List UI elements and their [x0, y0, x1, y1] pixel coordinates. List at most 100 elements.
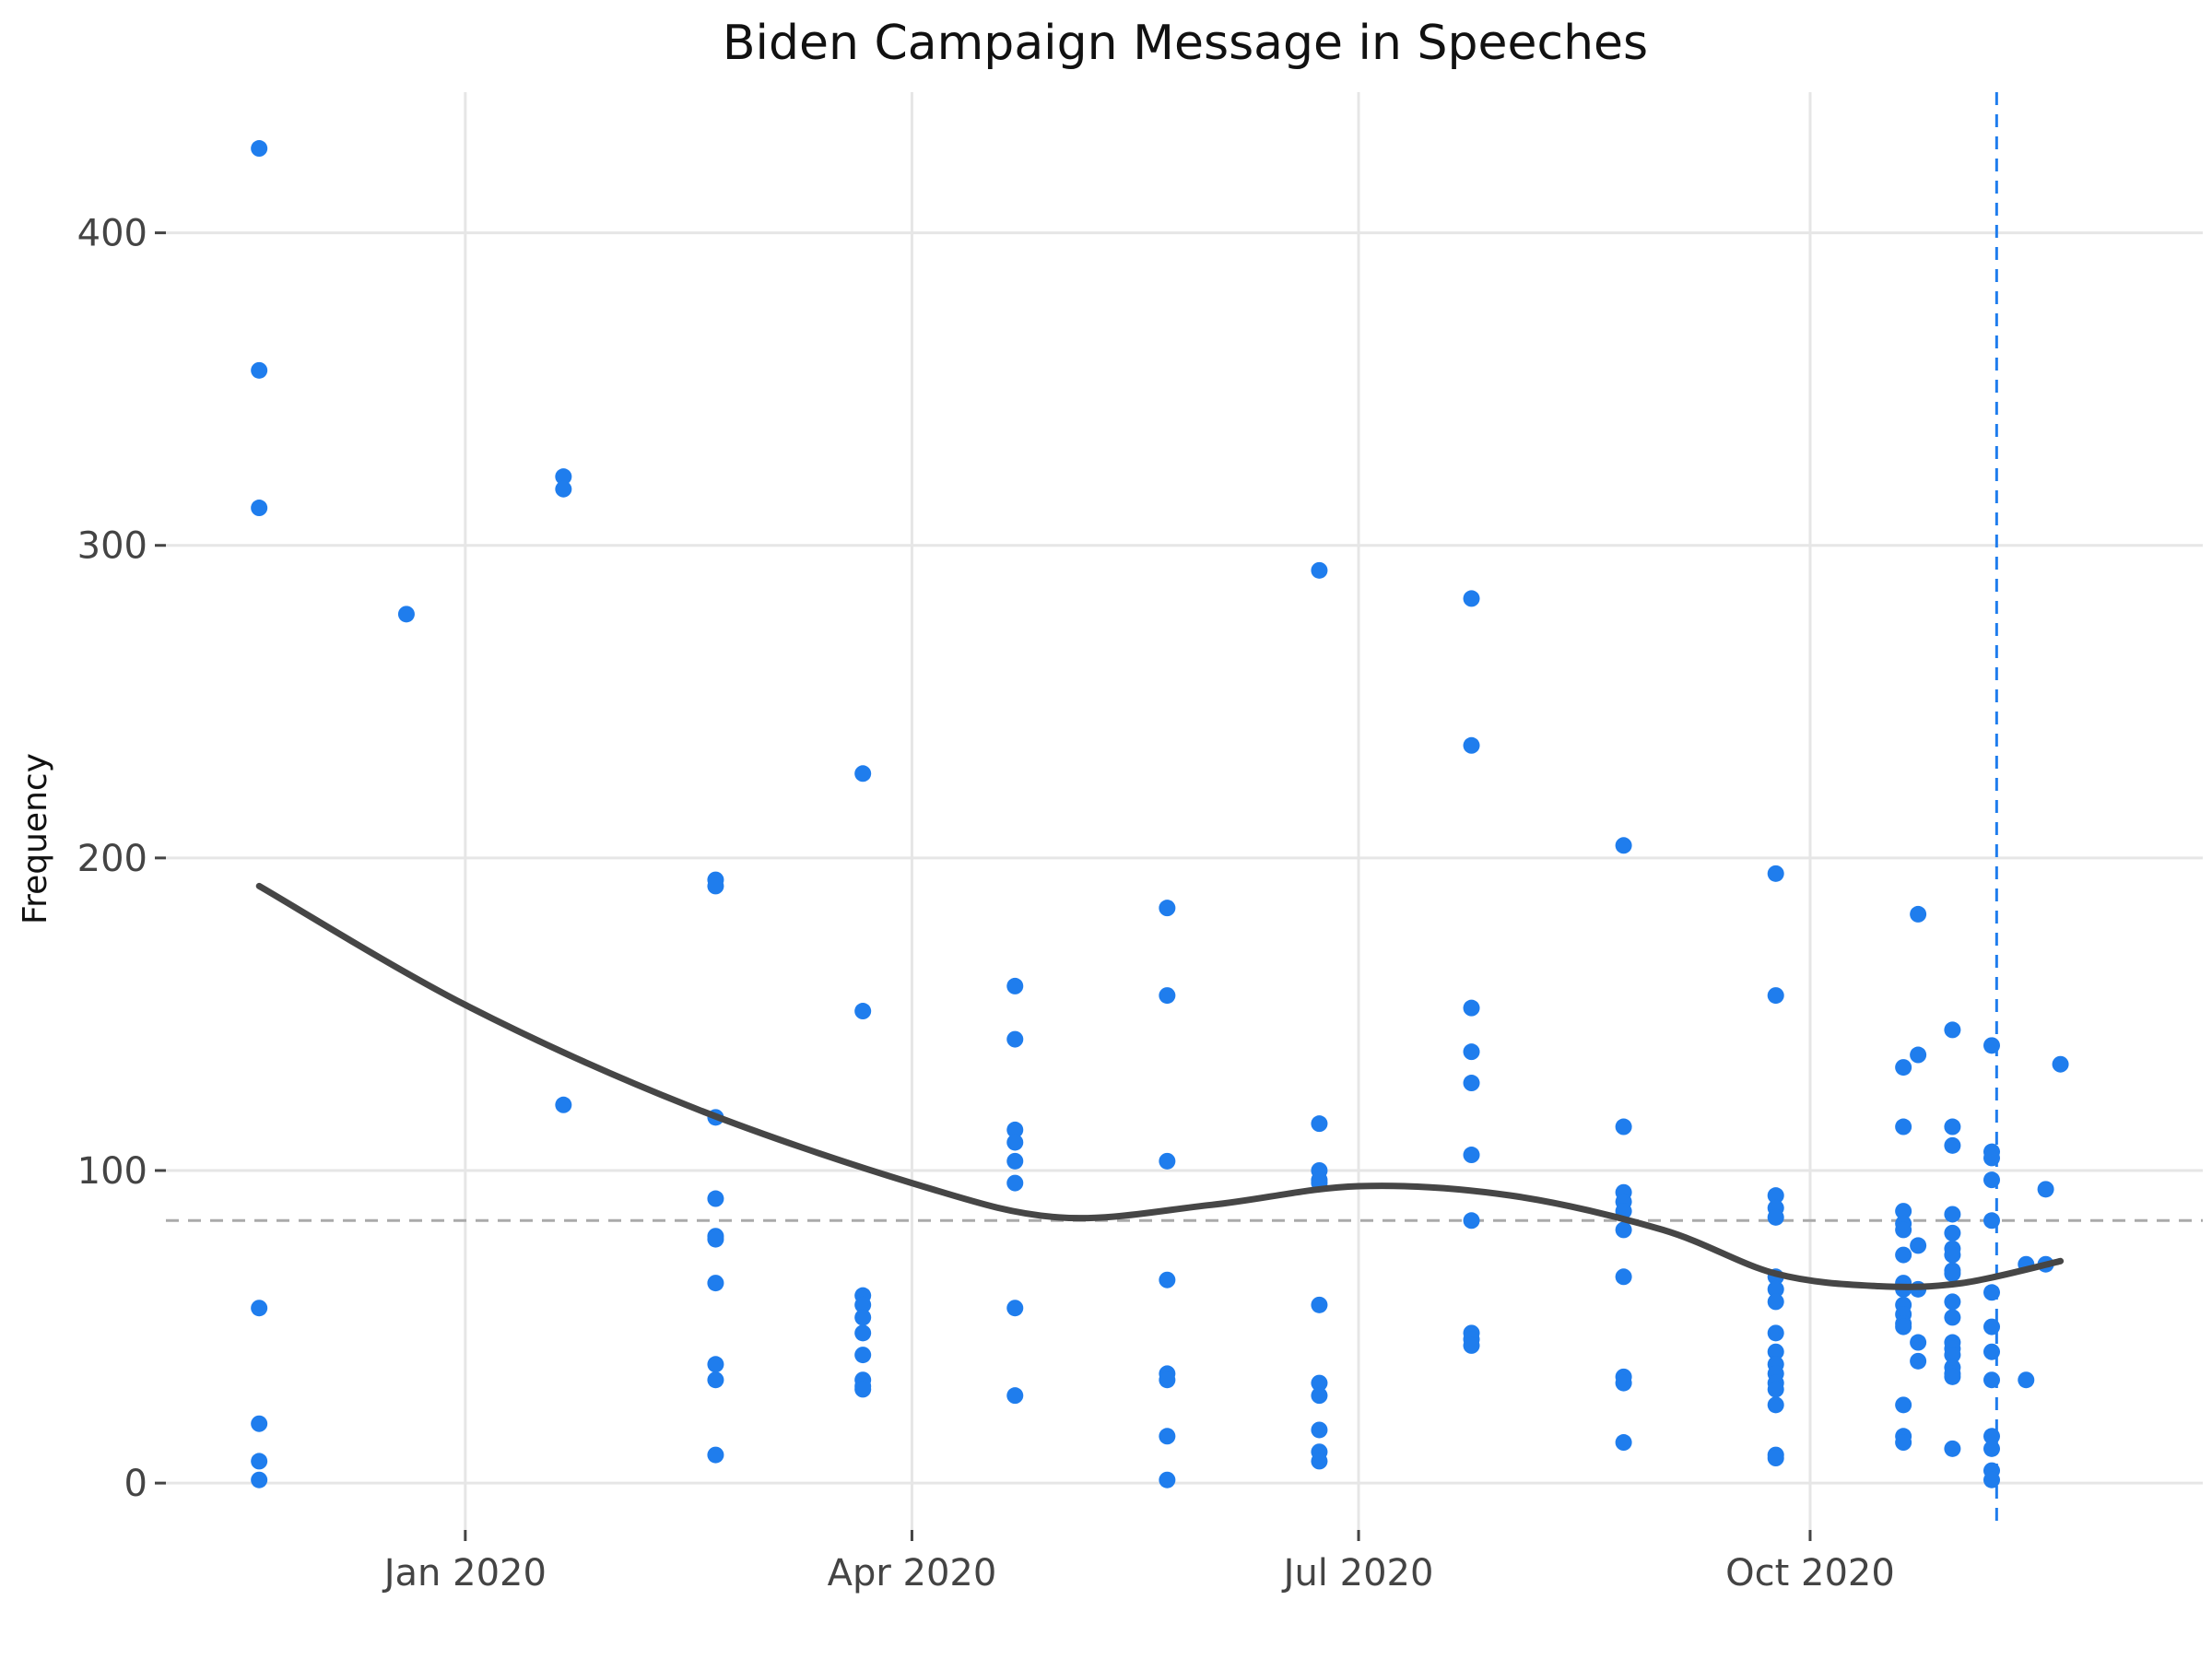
- data-point: [707, 1371, 724, 1389]
- trend-line: [255, 882, 2065, 1290]
- data-point: [1944, 1246, 1961, 1264]
- data-point: [251, 1415, 268, 1432]
- data-point: [1159, 1152, 1176, 1170]
- x-tick-label: Oct 2020: [1725, 1552, 1895, 1594]
- data-point: [1615, 1118, 1632, 1135]
- data-point: [1615, 1374, 1632, 1392]
- y-tick-label: 0: [124, 1463, 147, 1505]
- data-point: [251, 1300, 268, 1317]
- data-point: [1006, 1300, 1024, 1317]
- data-point: [1767, 1187, 1784, 1205]
- data-point: [1895, 1246, 1912, 1264]
- data-point: [1767, 1280, 1784, 1298]
- data-point: [1767, 1381, 1784, 1398]
- data-point: [1983, 1343, 2001, 1360]
- data-point: [1983, 1318, 2001, 1335]
- data-point: [1159, 1371, 1176, 1389]
- data-point: [1944, 1293, 1961, 1311]
- data-point: [1983, 1149, 2001, 1167]
- data-point: [854, 1296, 872, 1313]
- data-point: [1983, 1037, 2001, 1054]
- data-point: [555, 1096, 572, 1113]
- data-point: [1463, 1147, 1480, 1164]
- data-point: [1159, 987, 1176, 1005]
- data-point: [1767, 1396, 1784, 1414]
- data-point: [397, 606, 415, 623]
- data-point: [1311, 1421, 1328, 1439]
- data-point: [1767, 987, 1784, 1005]
- data-point: [1983, 1428, 2001, 1445]
- data-point: [1944, 1347, 1961, 1364]
- data-point: [1006, 1134, 1024, 1151]
- data-point: [1895, 1396, 1912, 1414]
- data-point: [1006, 1030, 1024, 1048]
- axes: 0 100 200 300 400 Jan 2020 Apr 2020 Jul 2020 Oct…: [77, 213, 1895, 1594]
- y-tick-label: 300: [77, 525, 147, 568]
- chart-title: Biden Campaign Message in Speeches: [723, 16, 1648, 71]
- trend-line-group: [255, 882, 2065, 1290]
- data-point: [1159, 1471, 1176, 1488]
- data-point: [1910, 905, 1927, 923]
- data-point: [1159, 1271, 1176, 1288]
- data-point: [1910, 1334, 1927, 1351]
- data-point: [1944, 1368, 1961, 1385]
- data-point: [1983, 1371, 2001, 1389]
- data-point: [1463, 590, 1480, 607]
- data-point: [1983, 1171, 2001, 1189]
- data-point: [1767, 1293, 1784, 1311]
- data-point: [1159, 1428, 1176, 1445]
- data-point: [1311, 1115, 1328, 1133]
- data-point: [1944, 1440, 1961, 1457]
- data-point: [1983, 1284, 2001, 1301]
- data-point: [1615, 1221, 1632, 1239]
- data-point: [1311, 1374, 1328, 1392]
- x-tick-label: Apr 2020: [828, 1552, 997, 1594]
- data-point: [1944, 1224, 1961, 1241]
- data-point: [854, 1309, 872, 1326]
- data-point: [1159, 900, 1176, 917]
- data-point: [1615, 837, 1632, 854]
- data-point: [1910, 1046, 1927, 1064]
- data-point: [555, 480, 572, 498]
- grid-lines: [166, 92, 2203, 1530]
- data-point: [1895, 1118, 1912, 1135]
- data-point: [707, 1275, 724, 1292]
- x-tick-label: Jul 2020: [1281, 1552, 1434, 1594]
- data-point: [707, 1190, 724, 1207]
- data-point: [1006, 1121, 1024, 1138]
- data-point: [2052, 1055, 2069, 1073]
- data-point: [1895, 1059, 1912, 1077]
- data-point: [1006, 977, 1024, 994]
- data-point: [555, 468, 572, 486]
- data-point: [1767, 1208, 1784, 1226]
- data-point: [1463, 1075, 1480, 1092]
- data-point: [251, 361, 268, 379]
- data-point: [1311, 1453, 1328, 1470]
- data-point: [1895, 1318, 1912, 1335]
- x-tick-label: Jan 2020: [382, 1552, 547, 1594]
- data-point: [1983, 1471, 2001, 1488]
- data-points: [251, 140, 2069, 1488]
- data-point: [1463, 999, 1480, 1017]
- data-point: [1983, 1440, 2001, 1457]
- data-point: [707, 1446, 724, 1464]
- data-point: [1895, 1434, 1912, 1452]
- data-point: [1895, 1203, 1912, 1220]
- data-point: [1311, 1296, 1328, 1313]
- data-point: [1006, 1152, 1024, 1170]
- data-point: [1463, 1336, 1480, 1354]
- data-point: [1944, 1206, 1961, 1223]
- data-point: [1767, 1343, 1784, 1360]
- data-point: [854, 1381, 872, 1398]
- data-point: [251, 1453, 268, 1470]
- data-point: [707, 1230, 724, 1248]
- data-point: [854, 1324, 872, 1342]
- data-point: [251, 140, 268, 158]
- data-point: [707, 877, 724, 895]
- data-point: [1463, 736, 1480, 754]
- data-point: [1767, 865, 1784, 882]
- data-point: [1463, 1043, 1480, 1061]
- data-point: [1615, 1268, 1632, 1286]
- data-point: [854, 1347, 872, 1364]
